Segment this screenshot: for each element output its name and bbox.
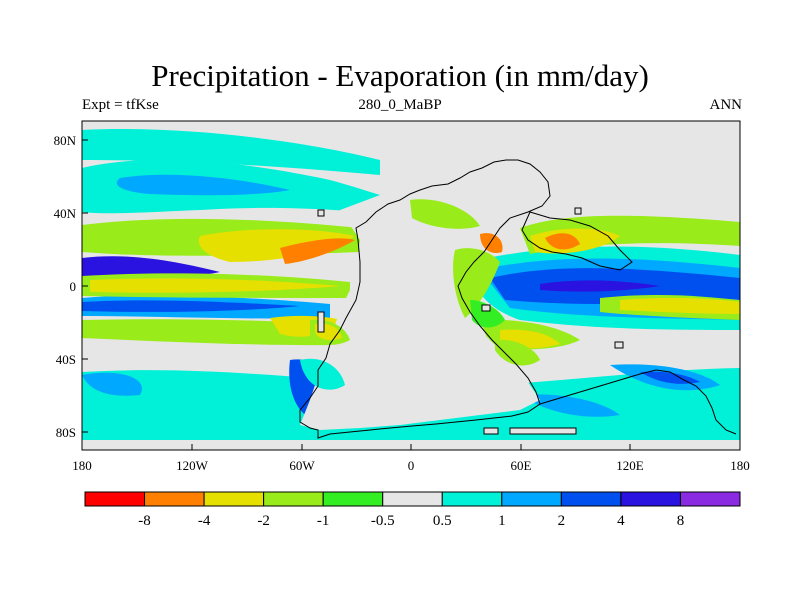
colorbar-swatch (501, 491, 562, 507)
colorbar-label: -4 (198, 513, 211, 529)
x-tick-label: 0 (408, 458, 415, 473)
colorbar-label: -1 (317, 513, 330, 529)
north-pacific-orange (280, 238, 355, 264)
pangaea-coastline (299, 159, 551, 439)
colorbar-swatch (560, 491, 622, 507)
colorbar-swatch (382, 491, 443, 507)
colorbar-swatch (441, 491, 503, 507)
colorbar-label: 0.5 (433, 513, 452, 529)
colorbar-swatch (620, 491, 681, 507)
island (483, 427, 499, 435)
time-label: 280_0_MaBP (358, 97, 442, 113)
west-pangaea-orange (480, 233, 503, 254)
colorbar-swatch (679, 491, 741, 507)
colorbar-label: 2 (558, 513, 566, 529)
x-tick-label: 180 (730, 458, 750, 473)
tethys-east-yellow (620, 297, 740, 314)
colorbar-label: 4 (617, 513, 625, 529)
colorbar-swatch (322, 491, 384, 507)
southern-ocean-blue-east (520, 394, 620, 417)
y-tick-label: 40S (56, 352, 76, 367)
colorbar-swatch (144, 491, 205, 507)
colorbar-swatch (203, 491, 265, 507)
island (317, 311, 325, 333)
east-pangaea-coast-lime (453, 248, 500, 318)
asia-coastline (521, 211, 633, 271)
equatorial-yellow (90, 278, 340, 293)
colorbar-label: 1 (498, 513, 506, 529)
map-field (82, 121, 740, 450)
colorbar-label: -8 (138, 513, 151, 529)
south-pangaea-coast-cyan (300, 358, 345, 390)
y-tick-label: 40N (54, 206, 77, 221)
season-label: ANN (709, 97, 743, 113)
south-africa-lime (495, 339, 540, 366)
y-tick-label: 80S (56, 425, 76, 440)
north-pacific-blue (116, 174, 290, 196)
y-tick-label: 0 (70, 279, 77, 294)
x-tick-label: 120E (616, 458, 644, 473)
pangaea-interior (300, 160, 550, 430)
dry-regions (82, 215, 740, 350)
x-axis: 180 120W 60W 0 60E 120E 180 (72, 444, 750, 473)
colorbar: -8 -4 -2 -1 -0.5 0.5 1 2 4 8 (84, 491, 741, 529)
x-tick-label: 60W (289, 458, 315, 473)
west-pangaea-lime (410, 199, 480, 229)
y-axis: 80N 40N 0 40S 80S (54, 133, 88, 440)
pangaea-land (300, 160, 550, 430)
island (614, 341, 624, 349)
islands (317, 207, 624, 435)
x-tick-label: 60E (511, 458, 532, 473)
x-tick-label: 120W (176, 458, 209, 473)
colorbar-swatch (263, 491, 324, 507)
southern-ocean-blue-west (82, 372, 142, 396)
island (481, 304, 491, 312)
x-tick-label: 180 (72, 458, 92, 473)
north-pacific-subtropical-yellow (198, 229, 355, 262)
island (509, 427, 577, 435)
y-tick-label: 80N (54, 133, 77, 148)
antarctic-coastline (539, 369, 737, 435)
colorbar-swatch (84, 491, 146, 507)
equatorial-pacific-blue (82, 300, 300, 312)
map-title: Precipitation - Evaporation (in mm/day) (151, 58, 649, 93)
colorbar-label: -2 (257, 513, 270, 529)
experiment-label: Expt = tfKse (82, 97, 159, 113)
tethys-darkblue (540, 280, 660, 292)
east-pangaea-coast-green (470, 300, 505, 328)
north-atlantic-cyan (82, 129, 380, 175)
tethys-orange (545, 233, 580, 250)
colorbar-label: -0.5 (371, 513, 395, 529)
island (574, 207, 582, 215)
colorbar-label: 8 (677, 513, 685, 529)
island (317, 209, 325, 217)
